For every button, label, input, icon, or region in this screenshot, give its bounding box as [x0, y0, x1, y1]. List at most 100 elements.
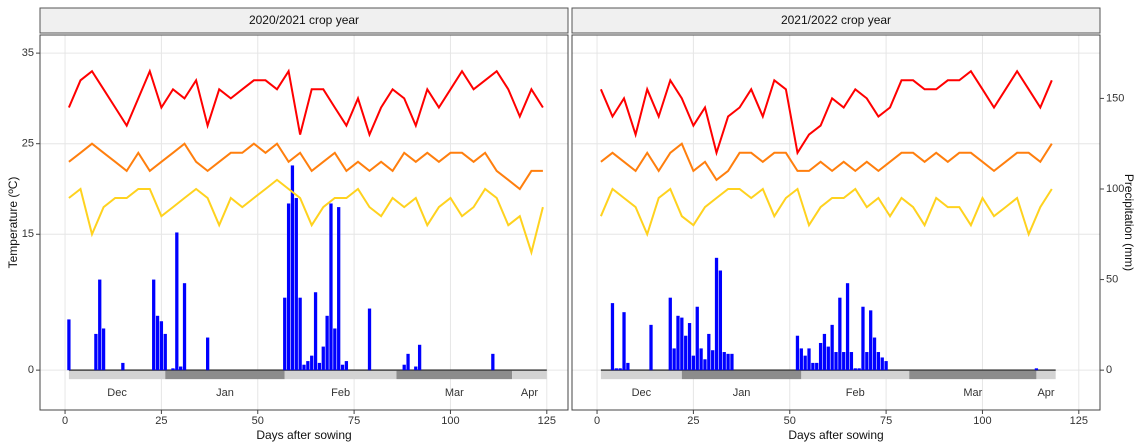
precip-bar [206, 337, 210, 371]
precip-bar [171, 368, 175, 371]
month-label: Apr [1037, 387, 1054, 399]
precip-bar [286, 203, 291, 371]
facet-title: 2021/2022 crop year [781, 13, 891, 27]
temperature-line [599, 187, 1053, 238]
x-tick-label: 25 [687, 415, 699, 427]
y2-tick-label: 0 [1106, 364, 1112, 376]
x-tick-label: 100 [973, 415, 991, 427]
precip-bar [872, 337, 877, 371]
precip-bar [340, 364, 345, 371]
precip-bar [159, 321, 164, 371]
month-label: Apr [521, 387, 538, 399]
month-label: Jan [733, 387, 751, 399]
precip-bar [799, 348, 803, 371]
precip-bar [302, 364, 306, 371]
temperature-line [599, 69, 1053, 157]
month-band [68, 370, 166, 380]
precip-bar [333, 328, 337, 371]
x-tick-label: 25 [155, 415, 167, 427]
precip-bar [67, 319, 71, 371]
precip-bar [842, 352, 846, 371]
precip-bar [344, 361, 349, 371]
x-tick-label: 125 [538, 415, 556, 427]
precip-bar [869, 310, 873, 371]
precip-bar [152, 279, 156, 371]
precip-bar [691, 355, 696, 371]
precip-bar [811, 362, 815, 371]
y-tick-label: 15 [22, 228, 34, 240]
precip-bar [861, 306, 865, 371]
precip-bar [795, 335, 800, 371]
month-label: Dec [632, 387, 652, 399]
month-band [600, 370, 682, 380]
precip-bar [807, 348, 811, 371]
precip-bar [865, 352, 869, 371]
precip-bar [803, 355, 807, 371]
precip-bar [826, 346, 830, 371]
precip-bar [830, 324, 834, 371]
temperature-line [68, 142, 543, 191]
facet-strip [39, 7, 569, 34]
precip-bar [175, 232, 179, 371]
precip-bar [707, 333, 711, 371]
month-band [801, 370, 910, 380]
month-band [396, 370, 513, 380]
precip-bar [618, 368, 622, 371]
precip-bar [672, 348, 676, 371]
precip-bar [711, 350, 715, 371]
precip-bar [884, 361, 888, 371]
precip-bar [294, 198, 298, 371]
precip-bar [329, 203, 333, 371]
x-axis-label: Days after sowing [788, 428, 883, 442]
precip-bar [155, 315, 160, 371]
x-tick-label: 75 [348, 415, 360, 427]
panel-frame [571, 34, 1101, 411]
precip-bar [402, 364, 406, 371]
precip-bar [834, 352, 838, 371]
month-label: Feb [846, 387, 865, 399]
precip-bar [325, 315, 329, 371]
precip-bar [626, 362, 630, 371]
month-label: Mar [445, 387, 464, 399]
month-band [512, 370, 547, 380]
y-tick-label: 25 [22, 138, 34, 150]
precip-bar [822, 333, 827, 371]
precip-bar [1034, 368, 1039, 371]
x-tick-label: 50 [252, 415, 264, 427]
precip-bar [98, 279, 102, 371]
precip-bar [310, 355, 314, 371]
facet-title: 2020/2021 crop year [249, 13, 359, 27]
precip-bar [730, 353, 734, 371]
precip-bar [283, 297, 287, 371]
precip-bar [121, 362, 125, 371]
precip-bar [649, 324, 653, 371]
precip-bar [845, 283, 850, 371]
x-tick-label: 125 [1070, 415, 1088, 427]
precip-bar [298, 297, 302, 371]
x-tick-label: 0 [594, 415, 600, 427]
x-tick-label: 50 [784, 415, 796, 427]
precip-bar [306, 361, 310, 371]
precip-bar [849, 352, 854, 371]
precip-bar [101, 328, 106, 371]
precip-bar [853, 368, 857, 371]
precip-bar [313, 292, 318, 371]
y-axis-label: Temperature (ºC) [6, 177, 20, 269]
precip-bar [676, 315, 680, 371]
precip-bar [815, 362, 819, 371]
month-band [165, 370, 285, 380]
y-tick-label: 35 [22, 47, 34, 59]
precip-bar [668, 297, 672, 371]
precip-bar [367, 308, 372, 371]
precip-bar [680, 317, 684, 371]
precip-bar [290, 165, 295, 371]
precip-bar [838, 297, 842, 371]
precip-bar [417, 344, 422, 371]
precip-bar [876, 352, 881, 371]
precip-bar [94, 333, 98, 371]
precip-bar [317, 362, 322, 371]
x-tick-label: 100 [441, 415, 459, 427]
month-label: Feb [331, 387, 350, 399]
month-band [909, 370, 1037, 380]
